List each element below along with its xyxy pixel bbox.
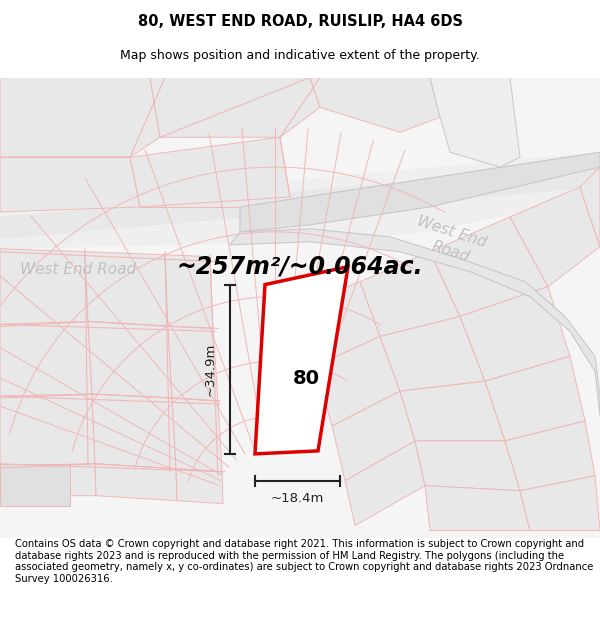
Text: Map shows position and indicative extent of the property.: Map shows position and indicative extent… (120, 49, 480, 62)
Polygon shape (88, 321, 172, 398)
Text: Road: Road (430, 239, 472, 265)
Polygon shape (95, 464, 177, 501)
Text: 80: 80 (293, 369, 320, 389)
Polygon shape (460, 287, 570, 381)
Polygon shape (0, 464, 96, 496)
Polygon shape (360, 252, 460, 336)
Polygon shape (415, 441, 520, 491)
Polygon shape (0, 78, 600, 538)
Polygon shape (0, 152, 600, 249)
Polygon shape (332, 391, 415, 481)
Polygon shape (92, 394, 176, 469)
Polygon shape (176, 469, 223, 504)
Polygon shape (510, 187, 600, 287)
Text: ~257m²/~0.064ac.: ~257m²/~0.064ac. (176, 254, 424, 279)
Polygon shape (0, 249, 88, 324)
Polygon shape (85, 252, 168, 326)
Text: ~18.4m: ~18.4m (271, 492, 324, 505)
Polygon shape (400, 381, 505, 441)
Polygon shape (430, 217, 548, 316)
Polygon shape (300, 282, 380, 366)
Polygon shape (130, 138, 290, 207)
Text: West End: West End (415, 214, 488, 250)
Polygon shape (315, 336, 400, 426)
Polygon shape (520, 476, 600, 531)
Polygon shape (165, 255, 213, 328)
Polygon shape (0, 78, 160, 157)
Polygon shape (485, 356, 585, 441)
Polygon shape (310, 78, 440, 132)
Polygon shape (255, 267, 348, 454)
Text: West End Road: West End Road (20, 262, 136, 277)
Polygon shape (168, 326, 218, 401)
Text: Contains OS data © Crown copyright and database right 2021. This information is : Contains OS data © Crown copyright and d… (15, 539, 593, 584)
Polygon shape (425, 486, 530, 531)
Polygon shape (0, 157, 140, 212)
Text: 80, WEST END ROAD, RUISLIP, HA4 6DS: 80, WEST END ROAD, RUISLIP, HA4 6DS (137, 14, 463, 29)
Polygon shape (240, 152, 600, 232)
Polygon shape (505, 421, 595, 491)
Polygon shape (230, 229, 600, 416)
Polygon shape (430, 78, 520, 167)
Text: ~34.9m: ~34.9m (203, 342, 217, 396)
Polygon shape (0, 321, 92, 396)
Polygon shape (345, 441, 425, 526)
Polygon shape (0, 165, 600, 239)
Polygon shape (380, 316, 485, 391)
Polygon shape (0, 464, 70, 506)
Polygon shape (150, 78, 320, 138)
Polygon shape (172, 398, 222, 472)
Polygon shape (580, 167, 600, 247)
Polygon shape (0, 394, 95, 466)
